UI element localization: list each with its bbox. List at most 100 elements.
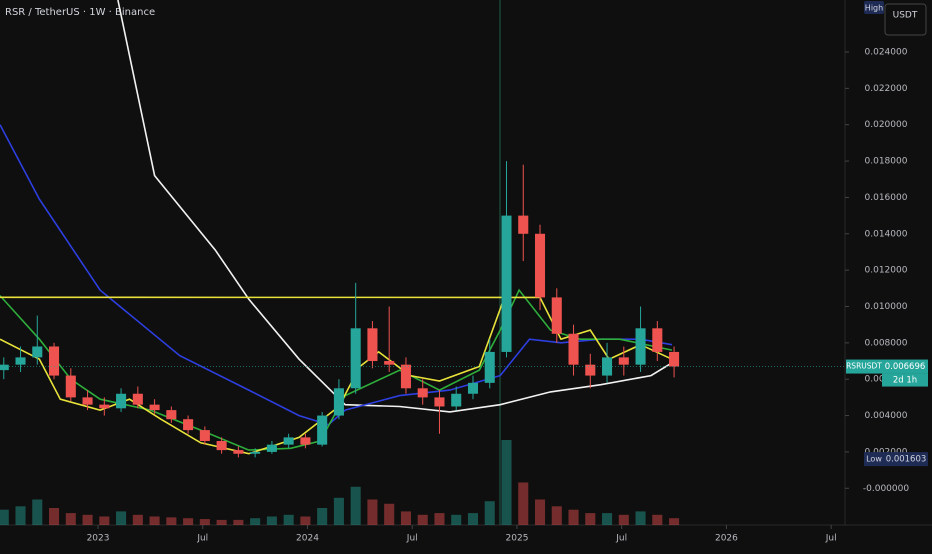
candle-body — [585, 364, 596, 376]
x-tick-label: 2024 — [296, 534, 319, 544]
candle-body — [183, 419, 194, 431]
moving-average — [117, 0, 673, 413]
volume-bar — [417, 514, 428, 525]
low-value-box — [884, 452, 928, 467]
candle-body — [216, 441, 227, 451]
low-box — [864, 452, 884, 467]
volume-bar — [99, 516, 110, 525]
volume-bar — [250, 518, 261, 525]
volume-bar — [333, 497, 344, 525]
candle-body — [451, 393, 462, 407]
y-tick-label: 0.014000 — [865, 229, 908, 239]
candle-body — [568, 333, 579, 365]
candle-body — [350, 328, 361, 389]
y-tick-label: 0.008000 — [865, 338, 908, 348]
candle-body — [149, 404, 160, 411]
volume-bar — [501, 440, 512, 525]
volume-bar — [132, 514, 143, 525]
volume-bar — [65, 513, 76, 525]
candle-body — [669, 351, 680, 367]
candle-body — [652, 328, 663, 352]
candle-body — [434, 397, 445, 407]
x-tick-label: Jul — [825, 534, 837, 544]
high-marker-box — [864, 1, 884, 14]
candle-body — [467, 382, 479, 394]
candle-body — [300, 437, 311, 445]
last-price-box — [882, 359, 928, 374]
low-value: 0.001603 — [886, 455, 927, 465]
x-tick-label: Jul — [615, 534, 627, 544]
volume-bar — [618, 514, 629, 525]
volume-bar — [266, 516, 277, 525]
volume-bar — [669, 518, 680, 525]
volume-bar — [551, 506, 562, 525]
candle-body — [317, 415, 328, 445]
candle-body — [618, 357, 629, 365]
moving-average — [0, 124, 673, 426]
currency-label[interactable]: USDT — [893, 11, 918, 21]
candle-body — [534, 233, 546, 298]
y-tick-label: 0.004000 — [865, 411, 908, 421]
candle-body — [501, 215, 512, 352]
candle-body — [551, 297, 562, 334]
volume-bar — [32, 499, 43, 525]
volume-bar — [467, 513, 479, 525]
countdown-box — [882, 373, 928, 387]
y-tick-label: 0.016000 — [865, 193, 908, 203]
candle-body — [99, 404, 110, 409]
chart-title: RSR / TetherUS · 1W · Binance — [5, 7, 155, 18]
candle-body — [367, 328, 378, 362]
candle-body — [635, 328, 646, 365]
volume-bar — [484, 501, 495, 525]
volume-bar — [367, 499, 378, 525]
volume-bar — [568, 509, 579, 525]
volume-bar — [0, 509, 9, 525]
candle-body — [518, 215, 529, 234]
low-marker: Low — [866, 455, 882, 464]
volume-bar — [166, 517, 177, 525]
candle-body — [400, 364, 411, 389]
volume-bar — [384, 503, 395, 525]
candle-body — [0, 364, 9, 371]
x-tick-label: Jul — [406, 534, 418, 544]
candle-body — [384, 361, 395, 365]
candle-body — [65, 375, 76, 398]
candle-body — [32, 346, 43, 358]
volume-bar — [183, 518, 194, 525]
volume-bar — [149, 516, 160, 525]
candle-body — [15, 357, 26, 365]
currency-button[interactable] — [884, 3, 927, 36]
volume-bar — [652, 514, 663, 525]
volume-bar — [15, 506, 26, 525]
high-marker: High — [865, 4, 883, 13]
y-tick-label: 0.020000 — [865, 120, 908, 130]
volume-bar — [635, 511, 646, 525]
volume-bar — [400, 511, 411, 525]
volume-bar — [317, 508, 328, 525]
y-tick-label: 0.010000 — [865, 302, 908, 312]
volume-bar — [518, 482, 529, 525]
candle-body — [602, 357, 613, 376]
x-tick-label: 2025 — [506, 534, 529, 544]
candle-body — [266, 444, 277, 452]
x-tick-label: 2023 — [87, 534, 110, 544]
volume-bar — [216, 519, 227, 525]
volume-bar — [116, 511, 127, 525]
volume-bar — [300, 516, 311, 525]
volume-bar — [283, 514, 294, 525]
volume-bar — [602, 513, 613, 525]
volume-bar — [82, 514, 93, 525]
x-tick-label: 2026 — [715, 534, 738, 544]
volume-bar — [233, 519, 244, 525]
candle-body — [233, 450, 244, 454]
volume-bar — [534, 499, 546, 525]
candle-body — [484, 351, 495, 383]
symbol-box — [846, 359, 882, 374]
volume-bar — [451, 514, 462, 525]
x-tick-label: Jul — [196, 534, 208, 544]
volume-bar — [350, 486, 361, 525]
countdown-label: 2d 1h — [893, 376, 917, 386]
